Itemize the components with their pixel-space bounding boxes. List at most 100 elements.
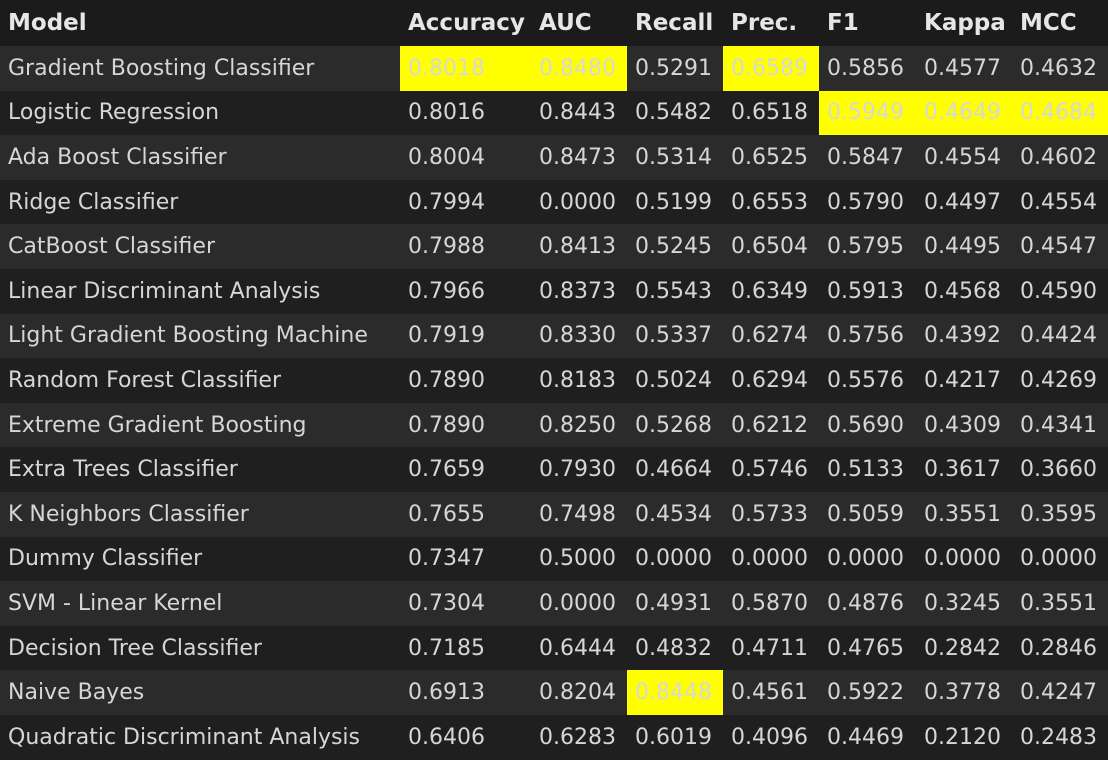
kappa-cell: 0.4497 [916,179,1012,225]
precision-cell: 0.5870 [723,581,819,626]
auc-cell: 0.7930 [531,447,627,492]
accuracy-cell: 0.7919 [400,313,531,359]
precision-cell: 0.5746 [723,447,819,492]
kappa-cell: 0.4568 [916,268,1012,314]
mcc-cell: 0.4547 [1012,224,1108,269]
model-name-cell: Random Forest Classifier [0,358,400,403]
accuracy-cell: 0.7890 [400,402,531,448]
table-body: Gradient Boosting Classifier 0.8018 0.8480… [0,46,1108,760]
table-row: K Neighbors Classifier 0.7655 0.7498 0.4534… [0,491,1108,537]
auc-cell: 0.8330 [531,313,627,359]
accuracy-cell: 0.7659 [400,447,531,492]
recall-cell: 0.4534 [627,491,723,537]
f1-cell: 0.5795 [819,224,916,269]
precision-cell: 0.6294 [723,358,819,403]
precision-cell: 0.6212 [723,402,819,448]
model-name-cell: Decision Tree Classifier [0,625,400,671]
header-mcc[interactable]: MCC [1012,0,1108,46]
precision-cell: 0.0000 [723,536,819,582]
kappa-cell: 0.0000 [916,536,1012,582]
auc-cell: 0.8480 [531,46,627,91]
kappa-cell: 0.4554 [916,135,1012,180]
recall-cell: 0.0000 [627,536,723,582]
table-row: Logistic Regression 0.8016 0.8443 0.5482 0.6… [0,90,1108,136]
table-row: CatBoost Classifier 0.7988 0.8413 0.5245 0.6… [0,224,1108,269]
precision-cell: 0.5733 [723,491,819,537]
header-precision[interactable]: Prec. [723,0,819,46]
mcc-cell: 0.3551 [1012,581,1108,626]
model-name-cell: Light Gradient Boosting Machine [0,313,400,359]
auc-cell: 0.6444 [531,625,627,671]
auc-cell: 0.8413 [531,224,627,269]
mcc-cell: 0.4684 [1012,90,1108,136]
recall-cell: 0.5268 [627,402,723,448]
header-auc[interactable]: AUC [531,0,627,46]
recall-cell: 0.5199 [627,179,723,225]
recall-cell: 0.5543 [627,268,723,314]
f1-cell: 0.5756 [819,313,916,359]
mcc-cell: 0.4590 [1012,268,1108,314]
mcc-cell: 0.4602 [1012,135,1108,180]
accuracy-cell: 0.8004 [400,135,531,180]
header-f1[interactable]: F1 [819,0,916,46]
header-kappa[interactable]: Kappa [916,0,1012,46]
auc-cell: 0.7498 [531,491,627,537]
f1-cell: 0.5690 [819,402,916,448]
header-recall[interactable]: Recall [627,0,723,46]
kappa-cell: 0.4309 [916,402,1012,448]
accuracy-cell: 0.8018 [400,46,531,91]
model-name-cell: Ridge Classifier [0,179,400,225]
model-name-cell: Extreme Gradient Boosting [0,402,400,448]
auc-cell: 0.8473 [531,135,627,180]
header-model[interactable]: Model [0,0,400,46]
mcc-cell: 0.4554 [1012,179,1108,225]
f1-cell: 0.5856 [819,46,916,91]
accuracy-cell: 0.6406 [400,714,531,760]
model-name-cell: CatBoost Classifier [0,224,400,269]
f1-cell: 0.4469 [819,714,916,760]
table-row: Naive Bayes 0.6913 0.8204 0.8448 0.4561 0.592… [0,670,1108,715]
table-row: Ridge Classifier 0.7994 0.0000 0.5199 0.6553… [0,179,1108,225]
kappa-cell: 0.3617 [916,447,1012,492]
table-row: Extreme Gradient Boosting 0.7890 0.8250 0.5… [0,402,1108,448]
auc-cell: 0.8250 [531,402,627,448]
kappa-cell: 0.4577 [916,46,1012,91]
kappa-cell: 0.3245 [916,581,1012,626]
model-name-cell: Naive Bayes [0,670,400,715]
header-accuracy[interactable]: Accuracy [400,0,531,46]
table-row: SVM - Linear Kernel 0.7304 0.0000 0.4931 0.5… [0,581,1108,626]
model-name-cell: Extra Trees Classifier [0,447,400,492]
mcc-cell: 0.4247 [1012,670,1108,715]
accuracy-cell: 0.8016 [400,90,531,136]
precision-cell: 0.6518 [723,90,819,136]
accuracy-cell: 0.7185 [400,625,531,671]
accuracy-cell: 0.7347 [400,536,531,582]
accuracy-cell: 0.7890 [400,358,531,403]
precision-cell: 0.6504 [723,224,819,269]
model-name-cell: Quadratic Discriminant Analysis [0,714,400,760]
model-name-cell: Gradient Boosting Classifier [0,46,400,91]
accuracy-cell: 0.7304 [400,581,531,626]
model-name-cell: Logistic Regression [0,90,400,136]
auc-cell: 0.8204 [531,670,627,715]
f1-cell: 0.4765 [819,625,916,671]
recall-cell: 0.5024 [627,358,723,403]
auc-cell: 0.5000 [531,536,627,582]
auc-cell: 0.6283 [531,714,627,760]
f1-cell: 0.5949 [819,90,916,136]
f1-cell: 0.5847 [819,135,916,180]
f1-cell: 0.5913 [819,268,916,314]
f1-cell: 0.0000 [819,536,916,582]
recall-cell: 0.5245 [627,224,723,269]
recall-cell: 0.5291 [627,46,723,91]
table-row: Extra Trees Classifier 0.7659 0.7930 0.4664… [0,447,1108,492]
table-row: Dummy Classifier 0.7347 0.5000 0.0000 0.0000… [0,536,1108,582]
recall-cell: 0.4832 [627,625,723,671]
precision-cell: 0.4711 [723,625,819,671]
accuracy-cell: 0.7966 [400,268,531,314]
accuracy-cell: 0.6913 [400,670,531,715]
mcc-cell: 0.3595 [1012,491,1108,537]
precision-cell: 0.6553 [723,179,819,225]
mcc-cell: 0.4269 [1012,358,1108,403]
kappa-cell: 0.3551 [916,491,1012,537]
